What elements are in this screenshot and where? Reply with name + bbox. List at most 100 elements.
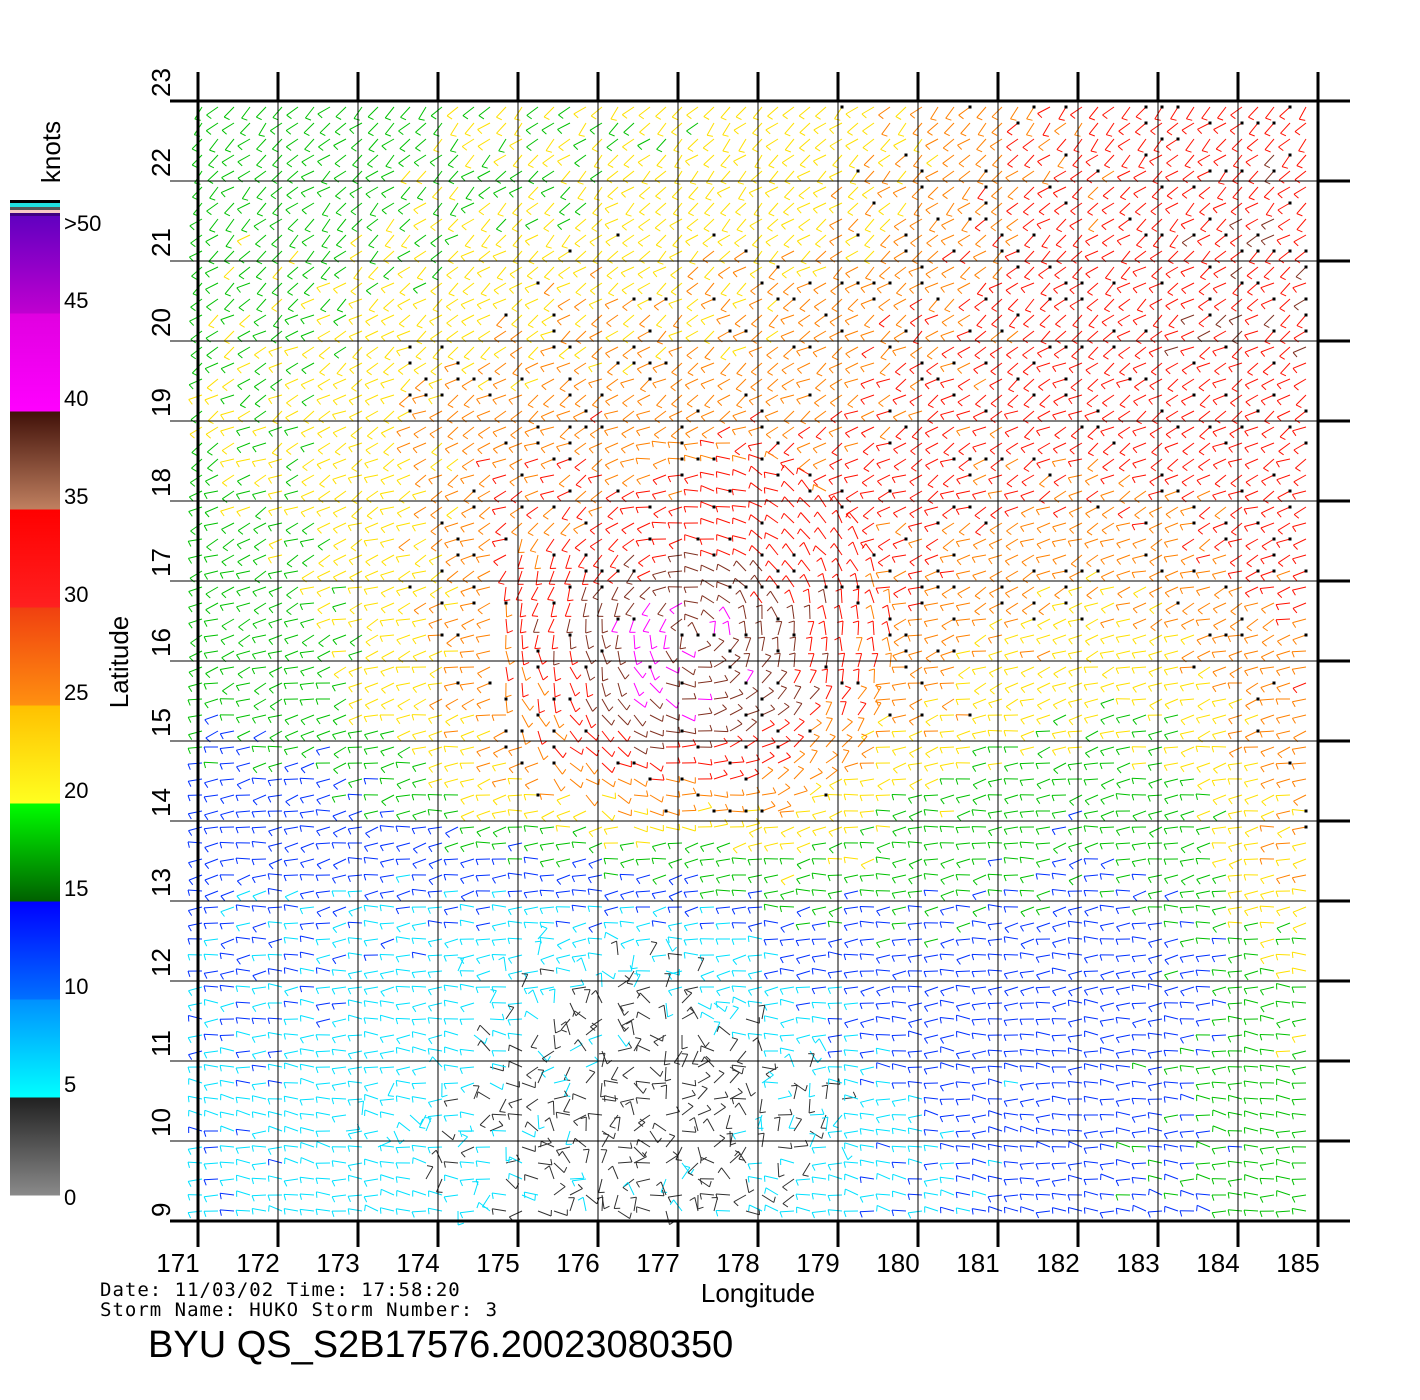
wind-barb	[1004, 618, 1019, 623]
wind-barb	[560, 186, 571, 198]
wind-barb-flag	[717, 385, 723, 391]
wind-barb	[492, 378, 507, 386]
wind-barb-flag	[1020, 495, 1025, 501]
wind-barb-flag	[1149, 385, 1155, 391]
wind-barb	[476, 458, 491, 463]
wind-barb	[1263, 458, 1275, 469]
wind-barb	[1070, 170, 1083, 180]
wind-barb-flag	[527, 404, 534, 409]
wind-barb-flag	[625, 613, 632, 617]
wind-barb	[1149, 298, 1163, 307]
wind-barb-flag	[236, 544, 242, 550]
rain-flag-marker	[1064, 377, 1068, 381]
wind-barb-flag	[1038, 146, 1044, 152]
wind-barb-flag	[444, 384, 450, 390]
wind-barb	[1263, 410, 1275, 422]
wind-barb	[1212, 570, 1227, 575]
rain-flag-marker	[936, 217, 940, 221]
wind-barb	[606, 378, 619, 388]
wind-barb-flag	[864, 589, 870, 594]
wind-barb	[652, 362, 667, 369]
wind-barb-flag	[720, 309, 727, 313]
wind-barb	[829, 458, 843, 466]
wind-barb-flag	[1164, 479, 1169, 485]
rain-flag-marker	[632, 569, 636, 573]
wind-barb	[207, 458, 219, 469]
wind-barb-flag	[1277, 562, 1284, 567]
wind-barb	[1022, 410, 1035, 421]
wind-barb	[414, 378, 427, 389]
wind-barb	[284, 506, 299, 511]
wind-barb	[365, 410, 379, 419]
wind-barb	[1198, 458, 1211, 468]
wind-barb-flag	[430, 226, 436, 232]
wind-barb-flag	[1275, 461, 1280, 468]
wind-barb-flag	[988, 558, 993, 565]
wind-barb-flag	[1087, 452, 1094, 457]
wind-barb	[460, 634, 475, 640]
wind-barb-flag	[882, 604, 888, 609]
wind-barb-flag	[1084, 415, 1089, 421]
wind-barb-flag	[1280, 276, 1286, 281]
wind-barb	[656, 314, 667, 326]
wind-barb	[927, 410, 939, 421]
rain-flag-marker	[488, 377, 492, 381]
wind-barb-flag	[991, 211, 997, 216]
wind-barb	[990, 218, 1003, 228]
wind-barb-flag	[316, 623, 321, 629]
rain-flag-marker	[1000, 457, 1004, 461]
wind-barb-flag	[1057, 165, 1064, 169]
wind-barb-flag	[545, 150, 553, 153]
wind-barb-flag	[270, 195, 277, 200]
wind-barb	[1087, 330, 1099, 341]
wind-barb	[1148, 282, 1163, 289]
wind-barb	[863, 250, 875, 262]
wind-barb-flag	[252, 335, 257, 341]
wind-barb-flag	[592, 260, 599, 265]
wind-barb	[784, 186, 795, 198]
wind-barb	[669, 410, 683, 418]
wind-barb-flag	[526, 146, 532, 152]
wind-barb-flag	[545, 246, 552, 249]
wind-barb-flag	[1101, 529, 1107, 535]
wind-barb-flag	[524, 431, 530, 438]
wind-barb	[236, 586, 251, 592]
wind-barb-flag	[237, 561, 243, 567]
wind-barb	[989, 618, 1003, 626]
wind-barb-flag	[316, 287, 321, 293]
wind-barb	[1281, 154, 1291, 167]
wind-barb	[844, 410, 859, 415]
rain-flag-marker	[1272, 297, 1276, 301]
wind-barb-flag	[255, 515, 261, 520]
wind-barb	[1088, 346, 1099, 358]
wind-barb-flag	[348, 400, 354, 406]
wind-barb	[496, 122, 507, 134]
wind-barb	[1058, 106, 1067, 120]
wind-barb-flag	[796, 350, 801, 357]
wind-barb-flag	[1180, 303, 1186, 310]
wind-barb-flag	[514, 134, 521, 137]
wind-barb	[380, 538, 395, 543]
wind-barb	[429, 426, 443, 435]
wind-barb-flag	[235, 573, 240, 580]
wind-barb-flag	[444, 448, 450, 454]
wind-barb	[876, 282, 891, 290]
wind-barb	[848, 218, 859, 230]
wind-barb-flag	[399, 499, 405, 504]
wind-barb-flag	[239, 323, 245, 328]
rain-flag-marker	[1224, 393, 1228, 397]
wind-barb	[1087, 442, 1099, 454]
wind-barb-flag	[1035, 509, 1040, 516]
wind-barb-flag	[1243, 508, 1248, 515]
wind-barb	[1199, 394, 1211, 406]
rain-flag-marker	[776, 441, 780, 445]
wind-barb	[1116, 378, 1131, 384]
wind-barb-flag	[608, 548, 615, 553]
wind-barb	[477, 570, 491, 578]
wind-barb-flag	[1179, 572, 1184, 579]
wind-barb	[671, 106, 683, 118]
rain-flag-marker	[824, 313, 828, 317]
wind-barb-flag	[492, 303, 498, 310]
wind-barb	[480, 346, 491, 358]
rain-flag-marker	[1032, 105, 1036, 109]
